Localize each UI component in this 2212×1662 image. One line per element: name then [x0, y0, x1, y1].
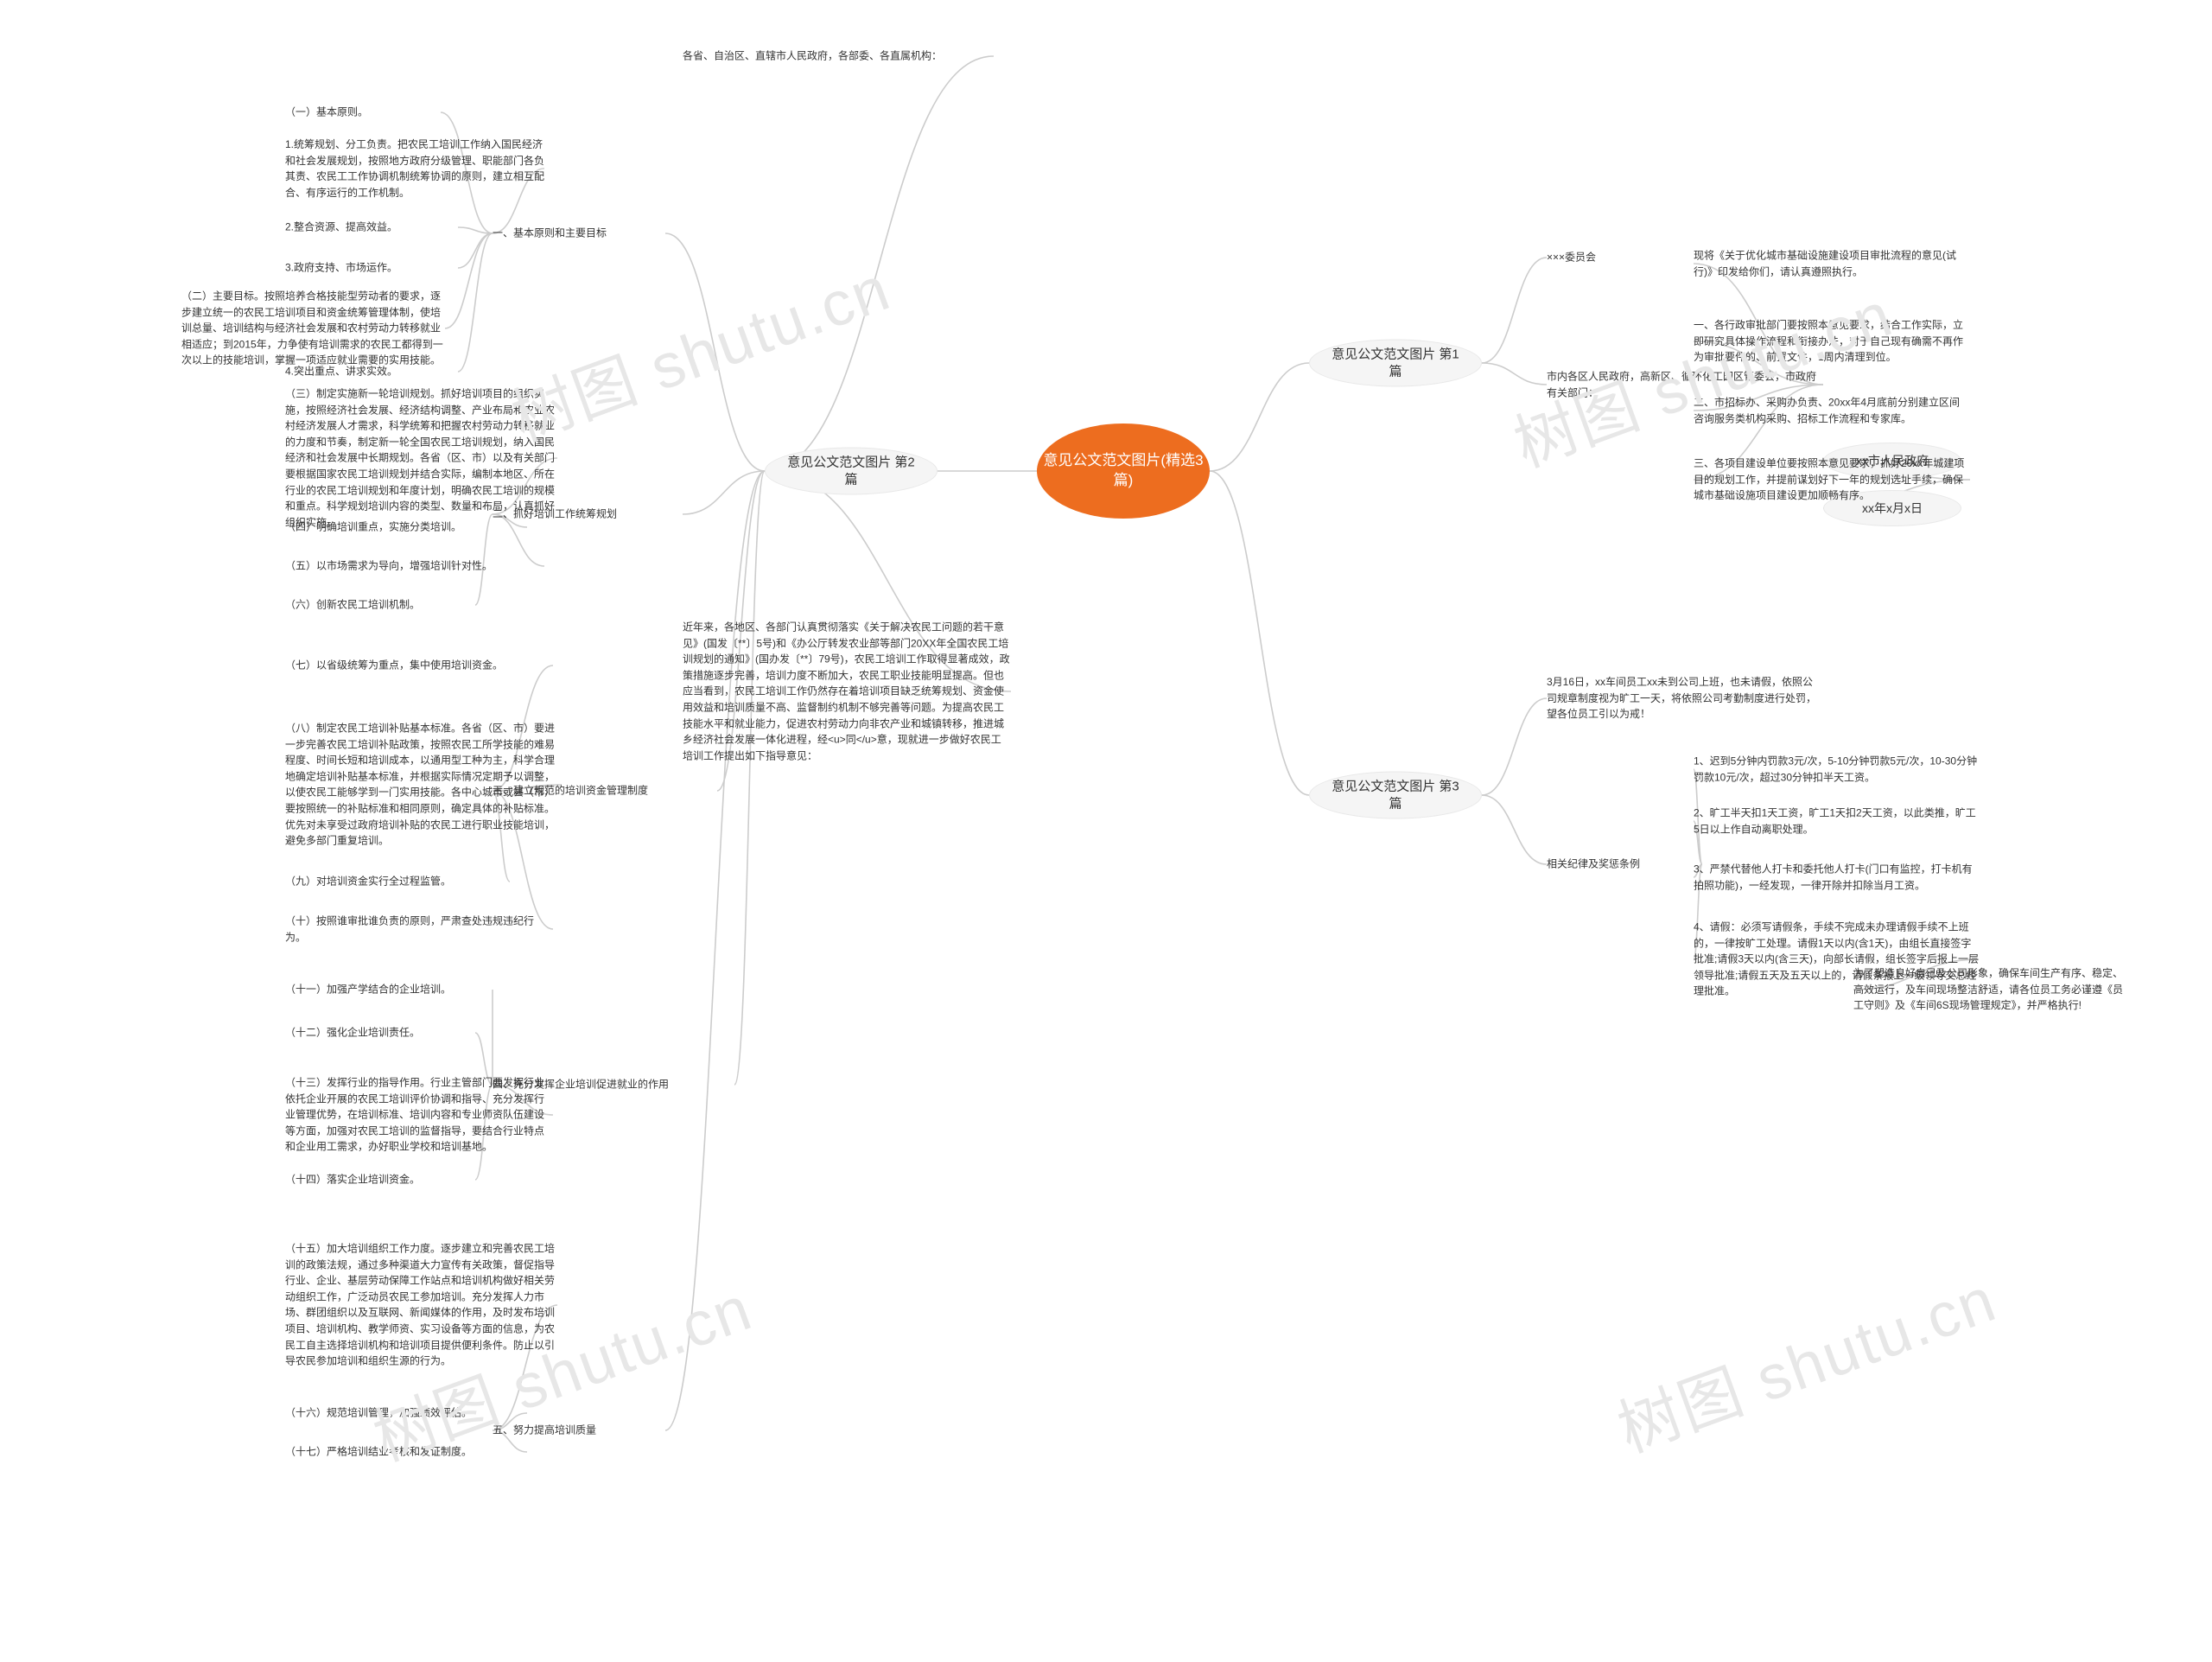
edge: [458, 233, 493, 268]
text-node: ×××委员会: [1547, 250, 1668, 266]
edge: [665, 233, 765, 471]
edge: [665, 471, 765, 1430]
edge: [1482, 258, 1547, 363]
mindmap-canvas: 意见公文范文图片(精选3篇) 意见公文范文图片 第2篇 意见公文范文图片 第1篇意见…: [0, 0, 2212, 1662]
text-node: 3.政府支持、市场运作。: [285, 260, 458, 277]
branch-label: 意见公文范文图片 第3篇: [1327, 779, 1464, 812]
branch-node[interactable]: 意见公文范文图片 第2篇: [765, 448, 938, 495]
edge: [1482, 698, 1547, 795]
text-node: 2、旷工半天扣1天工资，旷工1天扣2天工资，以此类推，旷工5日以上作自动离职处理…: [1694, 805, 1979, 837]
branch-label: 意见公文范文图片 第1篇: [1327, 347, 1464, 380]
text-node: 现将《关于优化城市基础设施建设项目审批流程的意见(试行)》印发给你们，请认真遵照…: [1694, 247, 1970, 279]
text-node: （十）按照谁审批谁负责的原则，严肃查处违规违纪行为。: [285, 913, 553, 945]
text-node: （十一）加强产学结合的企业培训。: [285, 982, 493, 998]
edge: [683, 471, 765, 514]
text-node: 3、严禁代替他人打卡和委托他人打卡(门口有监控，打卡机有拍照功能)，一经发现，一…: [1694, 861, 1979, 893]
watermark: 树图 shutu.cn: [1604, 1249, 2006, 1469]
text-node: 各省、自治区、直辖市人民政府，各部委、各直属机构：: [683, 48, 994, 65]
edge: [1210, 363, 1309, 471]
text-node: 一、各行政审批部门要按照本意见要求，结合工作实际，立即研究具体操作流程和衔接办法…: [1694, 317, 1970, 366]
text-node: 1、迟到5分钟内罚款3元/次，5-10分钟罚款5元/次，10-30分钟罚款10元…: [1694, 753, 1979, 785]
edge: [458, 233, 493, 372]
text-node: 五、努力提高培训质量: [493, 1423, 665, 1439]
text-node: 相关纪律及奖惩条例: [1547, 856, 1702, 873]
center-node[interactable]: 意见公文范文图片(精选3篇): [1037, 423, 1210, 519]
edge: [445, 233, 493, 328]
branch-node[interactable]: 意见公文范文图片 第3篇: [1309, 772, 1482, 819]
text-node: （十七）严格培训结业考核和发证制度。: [285, 1444, 527, 1461]
edge: [765, 56, 994, 471]
edge: [1482, 363, 1547, 385]
text-node: 近年来，各地区、各部门认真贯彻落实《关于解决农民工问题的若干意见》(国发〔**〕…: [683, 619, 1011, 763]
text-node: （十六）规范培训管理，加强绩效评估。: [285, 1405, 527, 1422]
text-node: 为了塑造良好自己及公司形象，确保车间生产有序、稳定、高效运行，及车间现场整洁舒适…: [1853, 965, 2130, 1014]
text-node: （一）基本原则。: [285, 105, 441, 121]
text-node: （六）创新农民工培训机制。: [285, 597, 475, 614]
text-node: （八）制定农民工培训补贴基本标准。各省（区、市）要进一步完善农民工培训补贴政策，…: [285, 721, 562, 850]
text-node: （三）制定实施新一轮培训规划。抓好培训项目的组织实施，按照经济社会发展、经济结构…: [285, 385, 557, 530]
text-node: （十五）加大培训组织工作力度。逐步建立和完善农民工培训的政策法规，通过多种渠道大…: [285, 1241, 557, 1370]
text-node: 三、各项目建设单位要按照本意见要求，抓好20xx年城建项目的规划工作，并提前谋划…: [1694, 455, 1970, 504]
text-node: 3月16日，xx车间员工xx未到公司上班，也未请假，依照公司规章制度视为旷工一天…: [1547, 674, 1823, 723]
text-node: （四）明确培训重点，实施分类培训。: [285, 519, 527, 536]
text-node: 二、市招标办、采购办负责、20xx年4月底前分别建立区间咨询服务类机构采购、招标…: [1694, 394, 1970, 426]
text-node: 1.统筹规划、分工负责。把农民工培训工作纳入国民经济和社会发展规划，按照地方政府…: [285, 137, 544, 201]
text-node: （五）以市场需求为导向，增强培训针对性。: [285, 558, 544, 575]
branch-node[interactable]: 意见公文范文图片 第1篇: [1309, 340, 1482, 387]
text-node: （十三）发挥行业的指导作用。行业主管部门要发挥行业依托企业开展的农民工培训评价协…: [285, 1075, 553, 1156]
text-node: （十四）落实企业培训资金。: [285, 1172, 475, 1188]
edge: [458, 227, 493, 233]
text-node: 一、基本原则和主要目标: [493, 226, 665, 242]
text-node: （十二）强化企业培训责任。: [285, 1025, 475, 1041]
branch-label: 意见公文范文图片 第2篇: [783, 455, 919, 488]
text-node: 2.整合资源、提高效益。: [285, 220, 458, 236]
edge: [734, 471, 765, 1085]
edge: [1210, 471, 1309, 795]
text-node: （七）以省级统筹为重点，集中使用培训资金。: [285, 658, 553, 674]
text-node: （二）主要目标。按照培养合格技能型劳动者的要求，逐步建立统一的农民工培训项目和资…: [181, 289, 445, 369]
text-node: （九）对培训资金实行全过程监管。: [285, 874, 510, 890]
watermark: 树图 shutu.cn: [498, 238, 900, 458]
edge: [1482, 795, 1547, 864]
